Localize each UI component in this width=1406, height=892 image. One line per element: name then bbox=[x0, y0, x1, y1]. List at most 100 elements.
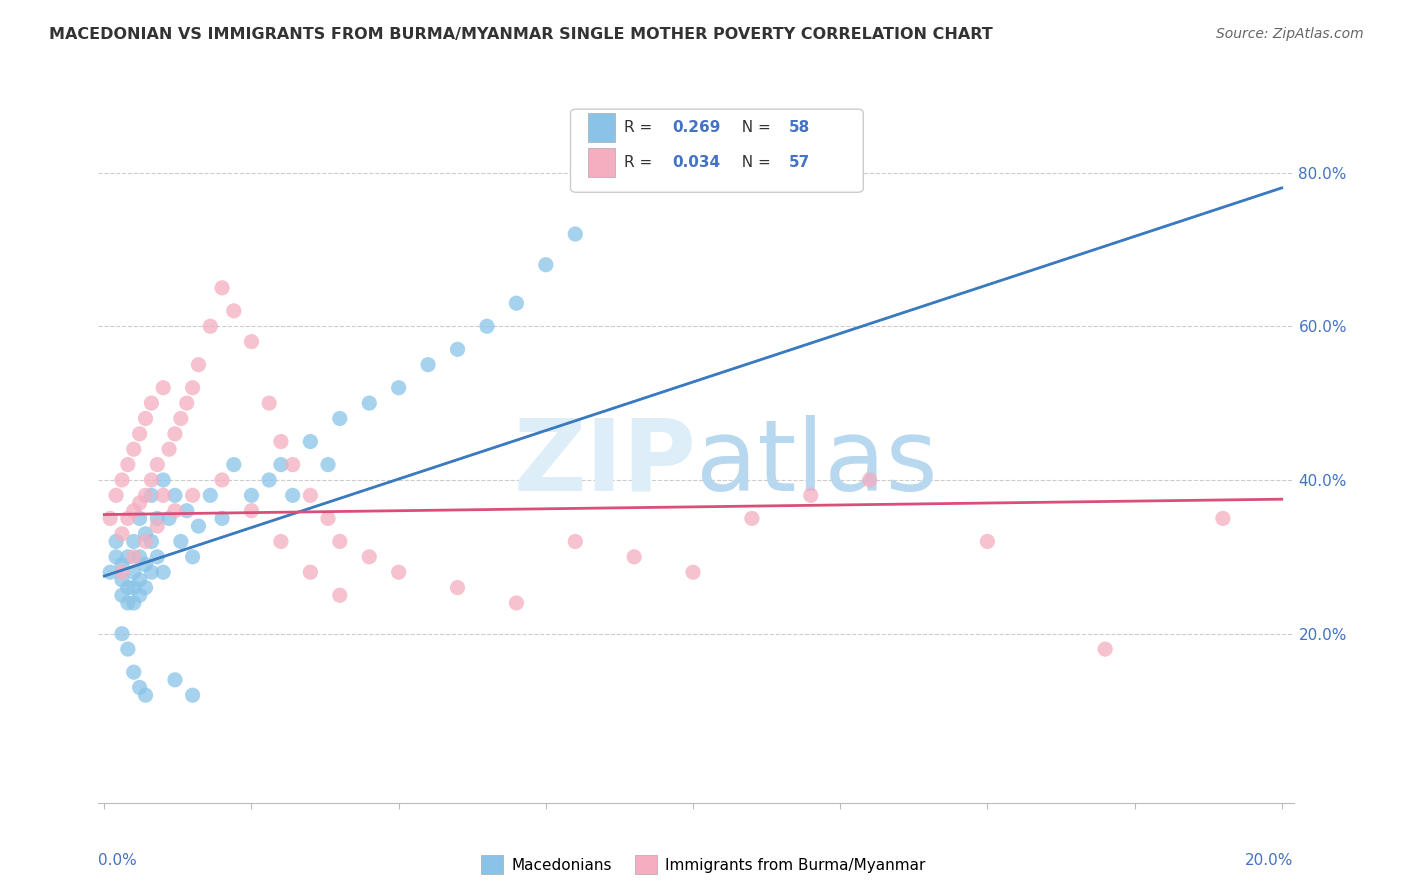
Point bbox=[117, 596, 139, 610]
Point bbox=[105, 534, 128, 549]
Point bbox=[270, 534, 292, 549]
Point bbox=[181, 381, 204, 395]
Point bbox=[257, 396, 280, 410]
Point bbox=[329, 534, 352, 549]
Text: 57: 57 bbox=[789, 155, 810, 170]
Point bbox=[105, 549, 128, 564]
Point bbox=[270, 434, 292, 449]
Point bbox=[152, 488, 174, 502]
Point bbox=[122, 504, 145, 518]
Point bbox=[146, 549, 169, 564]
Point bbox=[111, 573, 134, 587]
Point bbox=[176, 396, 198, 410]
Point bbox=[416, 358, 439, 372]
Point bbox=[111, 626, 134, 640]
Point bbox=[976, 534, 998, 549]
Point bbox=[176, 504, 198, 518]
Point bbox=[117, 511, 139, 525]
FancyBboxPatch shape bbox=[571, 109, 863, 193]
Point bbox=[475, 319, 498, 334]
Text: atlas: atlas bbox=[696, 415, 938, 512]
Point bbox=[117, 549, 139, 564]
Point bbox=[134, 688, 156, 702]
Point bbox=[98, 565, 121, 579]
Point bbox=[170, 534, 193, 549]
Point bbox=[134, 581, 156, 595]
Point bbox=[200, 488, 222, 502]
Point bbox=[163, 504, 186, 518]
Point bbox=[122, 665, 145, 680]
Point bbox=[157, 442, 180, 457]
Text: 0.034: 0.034 bbox=[672, 155, 720, 170]
Point bbox=[281, 488, 304, 502]
Point bbox=[211, 511, 233, 525]
Point bbox=[270, 458, 292, 472]
Point bbox=[257, 473, 280, 487]
Point bbox=[329, 411, 352, 425]
Point bbox=[128, 511, 150, 525]
Legend: Macedonians, Immigrants from Burma/Myanmar: Macedonians, Immigrants from Burma/Myanm… bbox=[474, 849, 932, 880]
Point bbox=[134, 488, 156, 502]
Text: 20.0%: 20.0% bbox=[1246, 854, 1294, 869]
Point bbox=[122, 596, 145, 610]
Text: 58: 58 bbox=[789, 120, 810, 135]
Point bbox=[134, 534, 156, 549]
Point bbox=[859, 473, 882, 487]
Point bbox=[152, 473, 174, 487]
Point bbox=[170, 411, 193, 425]
Point bbox=[152, 381, 174, 395]
Point bbox=[152, 565, 174, 579]
Point bbox=[1094, 642, 1116, 657]
Text: ZIP: ZIP bbox=[513, 415, 696, 512]
Text: R =: R = bbox=[624, 120, 658, 135]
Point bbox=[163, 673, 186, 687]
Point bbox=[141, 565, 163, 579]
Point bbox=[122, 581, 145, 595]
Point bbox=[134, 411, 156, 425]
Point bbox=[122, 534, 145, 549]
Point bbox=[111, 565, 134, 579]
Point bbox=[111, 473, 134, 487]
Point bbox=[146, 511, 169, 525]
Point bbox=[200, 319, 222, 334]
Point bbox=[141, 396, 163, 410]
FancyBboxPatch shape bbox=[589, 112, 614, 142]
Point bbox=[98, 511, 121, 525]
Point bbox=[240, 334, 263, 349]
Point bbox=[240, 488, 263, 502]
Point bbox=[211, 281, 233, 295]
FancyBboxPatch shape bbox=[589, 148, 614, 178]
Point bbox=[128, 681, 150, 695]
Text: R =: R = bbox=[624, 155, 658, 170]
Point bbox=[800, 488, 823, 502]
Point bbox=[682, 565, 704, 579]
Point bbox=[359, 396, 381, 410]
Text: MACEDONIAN VS IMMIGRANTS FROM BURMA/MYANMAR SINGLE MOTHER POVERTY CORRELATION CH: MACEDONIAN VS IMMIGRANTS FROM BURMA/MYAN… bbox=[49, 27, 993, 42]
Point bbox=[446, 343, 468, 357]
Point bbox=[128, 549, 150, 564]
Point bbox=[128, 573, 150, 587]
Point bbox=[163, 488, 186, 502]
Point bbox=[564, 534, 586, 549]
Point bbox=[128, 588, 150, 602]
Point bbox=[122, 442, 145, 457]
Point bbox=[111, 588, 134, 602]
Point bbox=[1212, 511, 1234, 525]
Point bbox=[141, 488, 163, 502]
Point bbox=[128, 426, 150, 441]
Point bbox=[146, 458, 169, 472]
Point bbox=[117, 581, 139, 595]
Point bbox=[134, 526, 156, 541]
Point bbox=[111, 558, 134, 572]
Point bbox=[117, 642, 139, 657]
Point bbox=[281, 458, 304, 472]
Point bbox=[359, 549, 381, 564]
Point bbox=[222, 458, 245, 472]
Text: 0.0%: 0.0% bbox=[98, 854, 138, 869]
Point bbox=[240, 504, 263, 518]
Point bbox=[741, 511, 763, 525]
Point bbox=[534, 258, 557, 272]
Point bbox=[128, 496, 150, 510]
Point bbox=[316, 511, 339, 525]
Point bbox=[211, 473, 233, 487]
